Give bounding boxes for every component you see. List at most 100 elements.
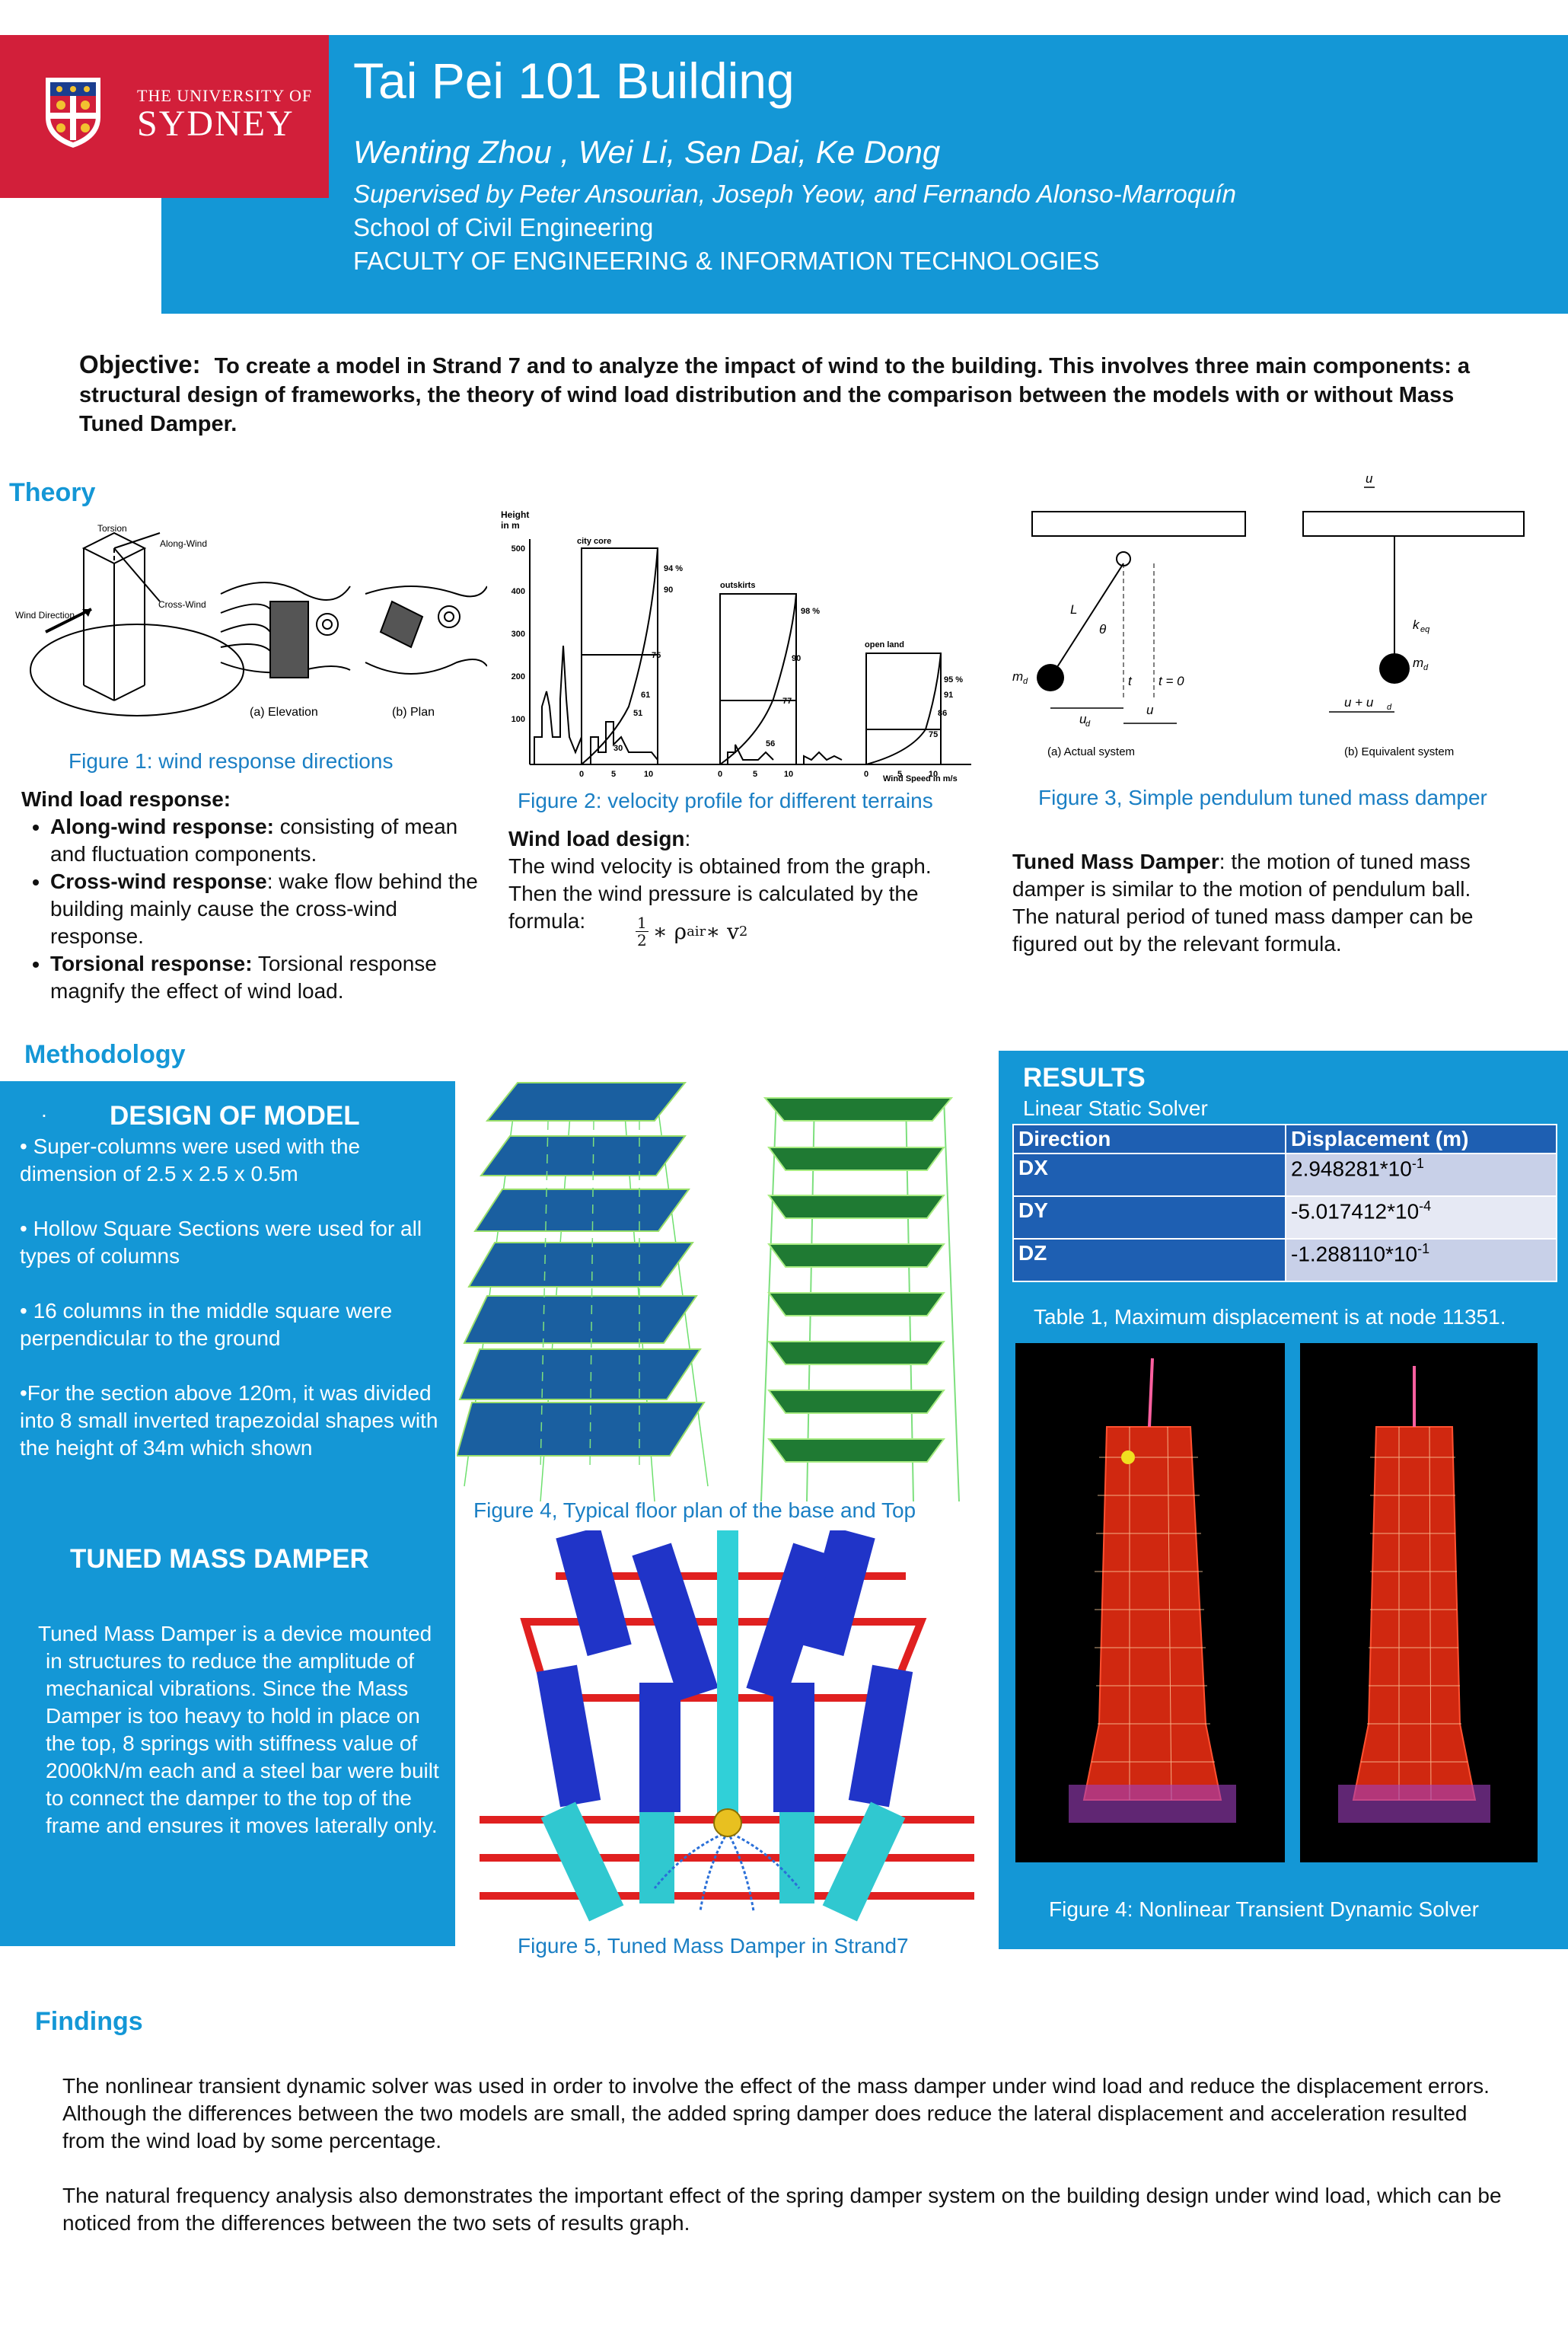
figure-1-caption: Figure 1: wind response directions bbox=[69, 749, 394, 773]
svg-text:94 %: 94 % bbox=[664, 564, 683, 573]
school: School of Civil Engineering bbox=[353, 213, 654, 241]
svg-text:m: m bbox=[1413, 656, 1423, 670]
svg-text:L: L bbox=[1070, 602, 1077, 617]
methodology-panel bbox=[0, 1081, 455, 1946]
svg-text:t: t bbox=[1128, 674, 1133, 688]
svg-text:90: 90 bbox=[664, 586, 673, 595]
figure-4-tower-model-left bbox=[1015, 1343, 1285, 1862]
table-row: DZ -1.288110*10-1 bbox=[1012, 1238, 1557, 1282]
svg-text:5: 5 bbox=[611, 770, 616, 779]
wind-load-response-list: Along-wind response: consisting of mean … bbox=[21, 813, 486, 1005]
fig2-in-m-label: in m bbox=[501, 520, 520, 531]
tuned-mass-damper-text: Tuned Mass Damper is a device mounted in… bbox=[38, 1622, 439, 1837]
findings-paragraph-2: The natural frequency analysis also demo… bbox=[62, 2184, 1502, 2235]
svg-text:56: 56 bbox=[766, 739, 775, 748]
findings-heading: Findings bbox=[35, 2007, 143, 2036]
svg-text:300: 300 bbox=[512, 630, 525, 639]
svg-text:(b) Equivalent system: (b) Equivalent system bbox=[1344, 745, 1454, 758]
fig1-cross-wind-label: Cross-Wind bbox=[158, 599, 206, 610]
svg-text:30: 30 bbox=[613, 744, 623, 753]
svg-text:u + u: u + u bbox=[1344, 695, 1374, 710]
list-item: • Super-columns were used with the dimen… bbox=[20, 1134, 361, 1185]
svg-text:5: 5 bbox=[753, 770, 757, 779]
theory-heading: Theory bbox=[9, 478, 96, 507]
svg-text:u: u bbox=[1366, 472, 1373, 486]
svg-text:k: k bbox=[1413, 617, 1420, 632]
svg-text:10: 10 bbox=[644, 770, 653, 779]
fig2-outskirts-label: outskirts bbox=[720, 581, 755, 590]
objective-text: To create a model in Strand 7 and to ana… bbox=[79, 354, 1471, 436]
svg-text:m: m bbox=[1012, 669, 1023, 684]
svg-text:d: d bbox=[1023, 677, 1028, 686]
table-header: Displacement (m) bbox=[1285, 1124, 1557, 1154]
svg-text:98 %: 98 % bbox=[801, 607, 820, 616]
svg-text:100: 100 bbox=[512, 715, 525, 724]
tuned-mass-damper-theory: Tuned Mass Damper: the motion of tuned m… bbox=[1012, 850, 1474, 956]
findings-paragraph-1: The nonlinear transient dynamic solver w… bbox=[62, 2074, 1490, 2152]
figure-3-caption: Figure 3, Simple pendulum tuned mass dam… bbox=[1038, 786, 1487, 809]
svg-text:d: d bbox=[1423, 663, 1429, 672]
svg-text:500: 500 bbox=[512, 544, 525, 554]
svg-text:θ: θ bbox=[1099, 622, 1107, 637]
svg-text:0: 0 bbox=[579, 770, 584, 779]
university-crest-icon bbox=[46, 78, 100, 148]
fig2-height-label: Height bbox=[501, 509, 529, 520]
fig1-wind-direction-label: Wind Direction bbox=[15, 610, 75, 621]
figure-4b-caption: Figure 4: Nonlinear Transient Dynamic So… bbox=[1049, 1897, 1479, 1921]
design-of-model-heading: DESIGN OF MODEL bbox=[110, 1101, 360, 1131]
wind-load-response-heading: Wind load response: bbox=[21, 787, 231, 811]
figure-1-wind-response-diagram: Torsion Along-Wind Cross-Wind Wind Direc… bbox=[15, 523, 487, 719]
poster-title: Tai Pei 101 Building bbox=[353, 53, 795, 109]
list-item: Along-wind response: consisting of mean … bbox=[50, 813, 486, 868]
svg-text:d: d bbox=[1085, 720, 1091, 729]
list-item: Torsional response: Torsional response m… bbox=[50, 950, 486, 1005]
svg-text:0: 0 bbox=[718, 770, 722, 779]
table-row: DY -5.017412*10-4 bbox=[1012, 1195, 1557, 1240]
fig2-city-core-label: city core bbox=[577, 537, 611, 546]
results-subheading: Linear Static Solver bbox=[1023, 1096, 1208, 1120]
svg-text:51: 51 bbox=[633, 709, 642, 718]
fig1-plan-label: (b) Plan bbox=[392, 706, 435, 719]
list-item: • 16 columns in the middle square were p… bbox=[20, 1299, 393, 1350]
wind-load-design-heading: Wind load design bbox=[508, 827, 685, 850]
svg-text:5: 5 bbox=[897, 770, 902, 779]
svg-text:(a) Actual system: (a) Actual system bbox=[1047, 745, 1135, 758]
figure-4-floor-plan-models bbox=[457, 1082, 960, 1501]
svg-text:10: 10 bbox=[929, 770, 938, 779]
objective: Objective: To create a model in Strand 7 … bbox=[79, 350, 1510, 439]
table-row: DX 2.948281*10-1 bbox=[1012, 1153, 1557, 1197]
figure-5-caption: Figure 5, Tuned Mass Damper in Strand7 bbox=[518, 1934, 909, 1958]
svg-text:90: 90 bbox=[792, 654, 801, 663]
svg-text:91: 91 bbox=[944, 691, 953, 700]
design-of-model-list: • Super-columns were used with the dimen… bbox=[20, 1133, 451, 1462]
figure-2-caption: Figure 2: velocity profile for different… bbox=[518, 789, 933, 812]
fig2-open-land-label: open land bbox=[865, 640, 904, 649]
supervisors: Supervised by Peter Ansourian, Joseph Ye… bbox=[353, 180, 1236, 208]
svg-text:61: 61 bbox=[641, 691, 650, 700]
figure-2-velocity-profile-chart: Height in m 500 400 300 200 100 city cor… bbox=[501, 509, 971, 783]
table-header: Direction bbox=[1012, 1124, 1286, 1154]
fig2-wind-speed-label: Wind Speed in m/s bbox=[883, 774, 958, 783]
figure-4-tower-model-right bbox=[1300, 1343, 1538, 1862]
tuned-mass-damper-heading: TUNED MASS DAMPER bbox=[70, 1544, 369, 1574]
faculty: FACULTY OF ENGINEERING & INFORMATION TEC… bbox=[353, 247, 1100, 275]
table-caption: Table 1, Maximum displacement is at node… bbox=[1034, 1305, 1506, 1329]
list-item: •For the section above 120m, it was divi… bbox=[20, 1381, 438, 1460]
svg-text:75: 75 bbox=[652, 651, 661, 660]
svg-text:u: u bbox=[1079, 712, 1087, 726]
fig1-along-wind-label: Along-Wind bbox=[160, 538, 207, 549]
list-item: Cross-wind response: wake flow behind th… bbox=[50, 868, 486, 950]
svg-text:0: 0 bbox=[864, 770, 868, 779]
svg-text:75: 75 bbox=[929, 730, 938, 739]
svg-text:u: u bbox=[1146, 703, 1154, 717]
figure-5-tmd-model bbox=[480, 1530, 974, 1929]
svg-text:t = 0: t = 0 bbox=[1158, 674, 1184, 688]
objective-label: Objective: bbox=[79, 350, 201, 378]
fig1-elevation-label: (a) Elevation bbox=[250, 706, 318, 719]
header-banner bbox=[161, 35, 1568, 314]
university-name-small: THE UNIVERSITY OF bbox=[137, 86, 313, 105]
university-name-big: SYDNEY bbox=[137, 104, 295, 144]
svg-text:400: 400 bbox=[512, 587, 525, 596]
